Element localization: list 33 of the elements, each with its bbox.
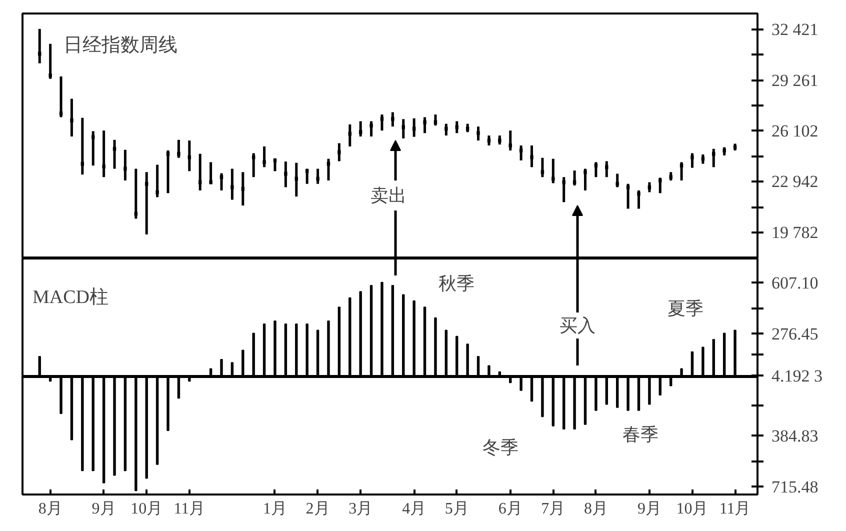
text: 日经指数周线: [64, 35, 178, 56]
x-tick-label: 11月: [719, 500, 751, 518]
annotation: 春季: [622, 424, 658, 444]
y-tick-label: 29 261: [772, 70, 818, 90]
x-tick-label: 10月: [676, 500, 708, 518]
y-tick-label: 384.83: [772, 426, 818, 446]
y-tick-label: 22 942: [772, 172, 818, 192]
text: MACD柱: [32, 287, 109, 308]
y-tick-label: 32 421: [772, 20, 818, 40]
x-tick-label: 3月: [348, 500, 373, 518]
x-tick-label: 11月: [174, 500, 206, 518]
x-tick-label: 9月: [637, 500, 662, 518]
x-tick-label: 6月: [498, 500, 522, 518]
x-tick-label: 8月: [38, 500, 62, 518]
y-tick-label: 607.10: [772, 273, 818, 292]
annotation: 买入: [560, 316, 596, 336]
y-tick-label: 19 782: [772, 222, 818, 242]
x-tick-label: 5月: [444, 500, 469, 518]
x-tick-label: 8月: [584, 500, 608, 518]
annotation: 秋季: [438, 274, 474, 294]
annotation: 卖出: [370, 186, 406, 206]
annotation: 冬季: [482, 438, 518, 458]
y-tick-label: 276.45: [772, 324, 818, 344]
x-tick-label: 10月: [130, 500, 163, 518]
x-tick-label: 2月: [306, 500, 330, 518]
y-tick-label: 715.48: [772, 477, 818, 496]
y-tick-label: 26 102: [772, 121, 818, 140]
y-tick-label: 4.192 3: [772, 366, 822, 386]
x-tick-label: 4月: [402, 500, 426, 518]
x-tick-label: 7月: [541, 500, 566, 518]
x-tick-label: 9月: [92, 500, 116, 518]
x-tick-label: 1月: [262, 500, 287, 518]
annotation: 夏季: [668, 298, 704, 318]
